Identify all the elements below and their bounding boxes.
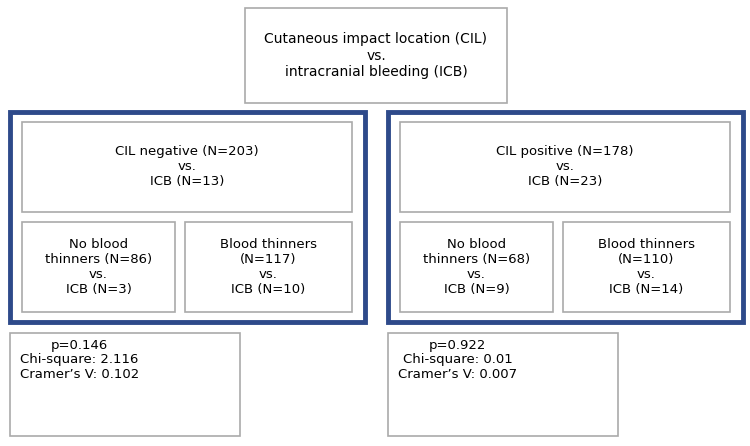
FancyBboxPatch shape <box>388 112 743 322</box>
Text: p=0.922
Chi-square: 0.01
Cramer’s V: 0.007: p=0.922 Chi-square: 0.01 Cramer’s V: 0.0… <box>398 339 518 381</box>
FancyBboxPatch shape <box>400 222 553 312</box>
Text: Blood thinners
(N=110)
vs.
ICB (N=14): Blood thinners (N=110) vs. ICB (N=14) <box>598 238 695 296</box>
Text: No blood
thinners (N=86)
vs.
ICB (N=3): No blood thinners (N=86) vs. ICB (N=3) <box>45 238 152 296</box>
FancyBboxPatch shape <box>245 8 507 103</box>
FancyBboxPatch shape <box>22 222 175 312</box>
Text: p=0.146
Chi-square: 2.116
Cramer’s V: 0.102: p=0.146 Chi-square: 2.116 Cramer’s V: 0.… <box>20 339 140 381</box>
FancyBboxPatch shape <box>388 333 618 436</box>
FancyBboxPatch shape <box>400 122 730 212</box>
Text: No blood
thinners (N=68)
vs.
ICB (N=9): No blood thinners (N=68) vs. ICB (N=9) <box>423 238 530 296</box>
Text: Blood thinners
(N=117)
vs.
ICB (N=10): Blood thinners (N=117) vs. ICB (N=10) <box>220 238 317 296</box>
FancyBboxPatch shape <box>22 122 352 212</box>
Text: Cutaneous impact location (CIL)
vs.
intracranial bleeding (ICB): Cutaneous impact location (CIL) vs. intr… <box>265 32 488 78</box>
FancyBboxPatch shape <box>10 112 365 322</box>
FancyBboxPatch shape <box>563 222 730 312</box>
Text: CIL positive (N=178)
vs.
ICB (N=23): CIL positive (N=178) vs. ICB (N=23) <box>496 145 634 189</box>
FancyBboxPatch shape <box>185 222 352 312</box>
Text: CIL negative (N=203)
vs.
ICB (N=13): CIL negative (N=203) vs. ICB (N=13) <box>116 145 259 189</box>
FancyBboxPatch shape <box>10 333 240 436</box>
